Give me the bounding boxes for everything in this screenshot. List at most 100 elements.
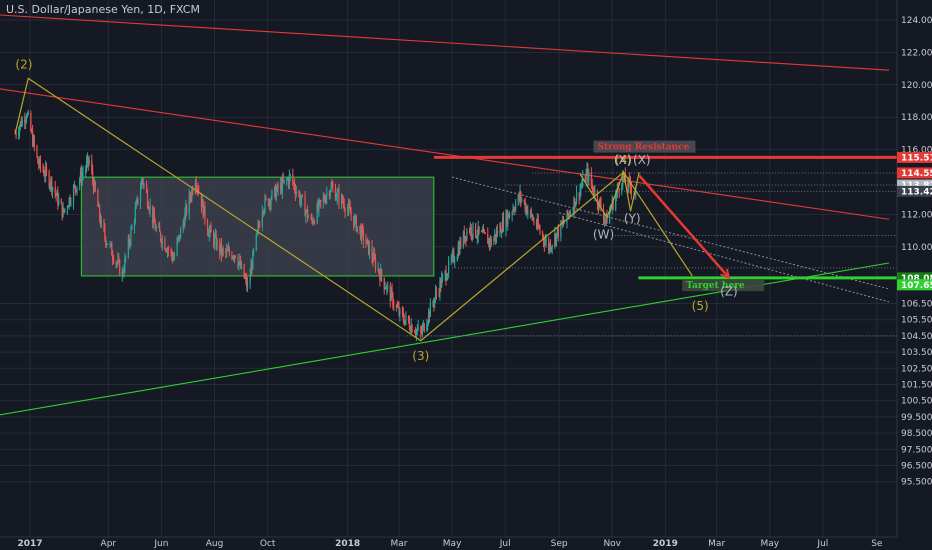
candle-body bbox=[129, 242, 131, 244]
candle-body bbox=[227, 249, 230, 251]
candle-body bbox=[457, 246, 459, 256]
x-tick-label: Oct bbox=[260, 539, 276, 549]
candle-body bbox=[519, 191, 521, 199]
candle-body bbox=[494, 233, 496, 238]
price-label-bg bbox=[897, 279, 932, 291]
candle-body bbox=[331, 185, 333, 187]
candle-body bbox=[531, 214, 533, 220]
candle-body bbox=[85, 168, 87, 173]
candle-body bbox=[390, 290, 392, 301]
candle-body bbox=[401, 308, 404, 314]
candle-body bbox=[593, 192, 595, 196]
candle-body bbox=[591, 184, 593, 187]
candle-body bbox=[557, 228, 559, 238]
candle-body bbox=[122, 271, 124, 274]
candle-body bbox=[262, 211, 264, 213]
candle-body bbox=[592, 186, 594, 193]
price-label: 107.652 bbox=[901, 281, 932, 291]
symbol-title: U.S. Dollar/Japanese Yen, 1D, FXCM bbox=[6, 3, 200, 16]
candle-body bbox=[244, 277, 246, 279]
candle-body bbox=[30, 112, 32, 131]
candle-body bbox=[38, 163, 40, 166]
candle-body bbox=[468, 230, 471, 232]
y-tick-label: 101.500 bbox=[901, 381, 932, 391]
candle-body bbox=[251, 265, 253, 270]
candle-body bbox=[146, 184, 148, 193]
candle-body bbox=[398, 307, 400, 315]
wave-label: (W) bbox=[593, 228, 614, 242]
candle-body bbox=[380, 269, 382, 281]
candle-body bbox=[182, 222, 184, 229]
x-tick-label: Mar bbox=[391, 539, 408, 549]
y-tick-label: 124.000 bbox=[901, 16, 932, 26]
candle-body bbox=[55, 193, 57, 196]
candle-body bbox=[228, 249, 230, 254]
candle-body bbox=[189, 193, 191, 198]
candle-body bbox=[295, 191, 297, 195]
candle-body bbox=[135, 202, 137, 209]
candle-body bbox=[335, 197, 337, 201]
candle-body bbox=[325, 197, 327, 203]
plot-area: Strong Resistance Target here (2) (3) (4) (5)… bbox=[0, 0, 897, 537]
candle-body bbox=[361, 227, 364, 230]
candle-body bbox=[31, 130, 33, 132]
candle-body bbox=[355, 216, 357, 232]
candle-body bbox=[469, 226, 471, 232]
price-label: 113.421 bbox=[901, 187, 932, 197]
candle-body bbox=[67, 206, 69, 208]
candle-body bbox=[342, 202, 344, 204]
candle-body bbox=[63, 207, 65, 211]
candle-body bbox=[538, 227, 540, 229]
wave-label: (X) bbox=[633, 153, 651, 167]
candle-body bbox=[324, 200, 326, 203]
candle-body bbox=[368, 246, 371, 255]
candle-body bbox=[403, 320, 405, 325]
candle-body bbox=[276, 184, 278, 191]
candle-body bbox=[410, 325, 412, 332]
candle-body bbox=[69, 197, 71, 204]
candle-body bbox=[537, 219, 539, 228]
candle-body bbox=[411, 325, 413, 332]
y-tick-label: 112.000 bbox=[901, 210, 932, 220]
candle-body bbox=[386, 285, 388, 290]
candle-body bbox=[15, 133, 17, 136]
candle-body bbox=[578, 192, 580, 198]
candle-body bbox=[298, 191, 300, 195]
y-tick-label: 98.500 bbox=[901, 429, 932, 439]
candle-body bbox=[246, 283, 249, 287]
candle-body bbox=[307, 209, 309, 219]
candle-body bbox=[310, 217, 312, 219]
candle-body bbox=[535, 222, 538, 228]
candle-body bbox=[448, 260, 450, 274]
candle-body bbox=[444, 271, 446, 276]
candle-body bbox=[438, 293, 440, 295]
candle-body bbox=[341, 195, 344, 203]
x-tick-label: Aug bbox=[206, 539, 224, 549]
elliott-impulse-path bbox=[14, 77, 693, 342]
candle-body bbox=[170, 249, 172, 252]
candle-body bbox=[520, 191, 522, 201]
candle-body bbox=[252, 251, 254, 270]
candle-body bbox=[160, 239, 163, 245]
candle-body bbox=[209, 226, 211, 232]
candle-body bbox=[423, 323, 425, 332]
y-tick-label: 95.500 bbox=[901, 478, 932, 488]
candle-body bbox=[43, 171, 45, 176]
candle-body bbox=[421, 326, 424, 333]
candle-body bbox=[147, 205, 149, 209]
candle-body bbox=[191, 188, 193, 199]
candle-body bbox=[349, 207, 351, 214]
candle-body bbox=[249, 274, 251, 284]
candle-body bbox=[495, 233, 497, 239]
candle-body bbox=[36, 145, 38, 157]
candle-body bbox=[597, 204, 599, 209]
candle-body bbox=[621, 185, 623, 192]
candle-body bbox=[499, 225, 501, 235]
candle-body bbox=[350, 213, 352, 217]
candle-body bbox=[582, 177, 584, 186]
candle-body bbox=[446, 278, 448, 281]
candle-body bbox=[171, 251, 173, 256]
candle-body bbox=[313, 221, 315, 224]
